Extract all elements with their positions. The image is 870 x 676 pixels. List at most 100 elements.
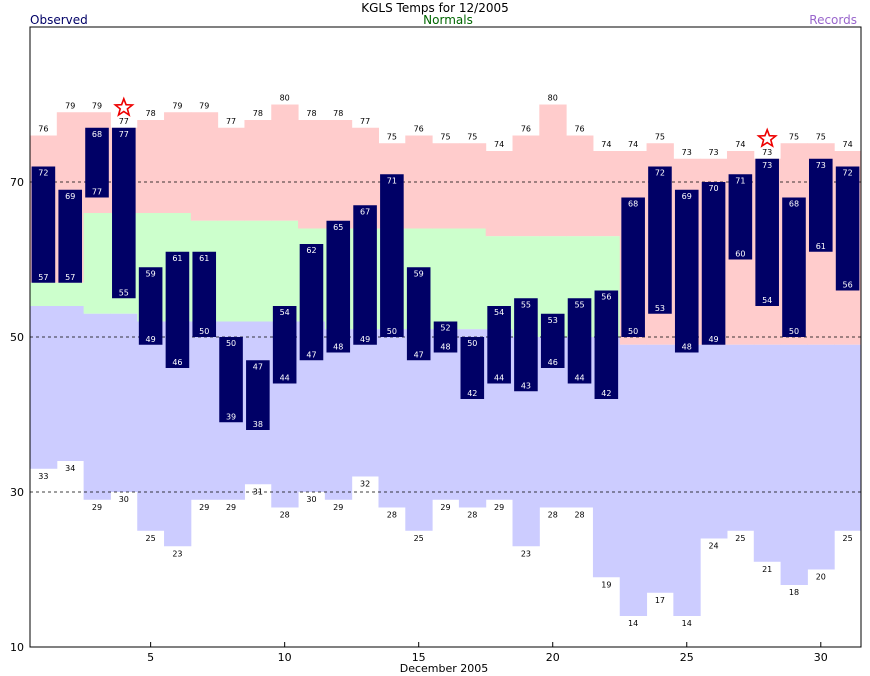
observed-high-label: 54 bbox=[280, 308, 290, 317]
observed-low-label: 48 bbox=[333, 343, 343, 352]
observed-low-label: 39 bbox=[226, 412, 236, 421]
y-tick-label: 10 bbox=[10, 641, 24, 654]
record-low-label: 25 bbox=[843, 534, 853, 543]
axes: 5 10 15 20 25 30 10 30 50 70 bbox=[10, 176, 828, 664]
chart-title: KGLS Temps for 12/2005 bbox=[361, 1, 509, 15]
observed-bar bbox=[85, 127, 109, 198]
observed-low-label: 46 bbox=[172, 358, 182, 367]
record-low-label: 28 bbox=[548, 511, 558, 520]
observed-low-label: 56 bbox=[843, 281, 853, 290]
observed-low-label: 48 bbox=[440, 343, 450, 352]
record-high-label: 77 bbox=[226, 117, 236, 126]
observed-low-label: 50 bbox=[199, 327, 209, 336]
record-low-band bbox=[673, 344, 701, 616]
record-low-label: 23 bbox=[521, 549, 531, 558]
record-high-label: 78 bbox=[146, 109, 156, 118]
record-high-label: 75 bbox=[387, 132, 397, 141]
record-high-band bbox=[432, 143, 460, 229]
x-tick-label: 25 bbox=[680, 651, 694, 664]
record-low-band bbox=[726, 344, 755, 531]
observed-low-label: 54 bbox=[762, 296, 772, 305]
observed-high-label: 52 bbox=[440, 324, 450, 333]
observed-low-label: 44 bbox=[280, 374, 290, 383]
record-low-label: 19 bbox=[601, 580, 611, 589]
record-low-band bbox=[110, 313, 138, 492]
normal-band bbox=[217, 220, 245, 322]
observed-high-label: 77 bbox=[119, 130, 129, 139]
observed-high-label: 69 bbox=[682, 192, 692, 201]
record-low-label: 29 bbox=[333, 503, 343, 512]
record-high-band bbox=[592, 151, 621, 237]
record-low-label: 28 bbox=[280, 511, 290, 520]
record-high-label: 75 bbox=[655, 132, 665, 141]
record-high-label: 75 bbox=[440, 132, 450, 141]
observed-low-label: 57 bbox=[65, 273, 75, 282]
observed-high-label: 68 bbox=[92, 130, 102, 139]
observed-high-label: 71 bbox=[735, 176, 745, 185]
observed-low-label: 48 bbox=[682, 343, 692, 352]
observed-bar bbox=[272, 306, 297, 384]
normal-band bbox=[30, 282, 58, 306]
observed-bar bbox=[246, 360, 270, 430]
record-high-label: 73 bbox=[682, 148, 692, 157]
record-high-label: 74 bbox=[601, 140, 611, 149]
observed-high-label: 53 bbox=[548, 316, 558, 325]
record-low-label: 32 bbox=[360, 480, 370, 489]
observed-low-label: 44 bbox=[494, 374, 504, 383]
record-low-band bbox=[432, 329, 460, 500]
observed-bar bbox=[406, 267, 431, 361]
record-low-label: 25 bbox=[146, 534, 156, 543]
y-tick-label: 30 bbox=[10, 486, 24, 499]
observed-low-label: 50 bbox=[628, 327, 638, 336]
record-high-band bbox=[566, 135, 594, 237]
record-high-label: 75 bbox=[816, 132, 826, 141]
observed-low-label: 49 bbox=[360, 335, 370, 344]
x-tick-label: 5 bbox=[147, 651, 154, 664]
observed-bar bbox=[540, 313, 565, 368]
observed-low-label: 77 bbox=[92, 188, 102, 197]
record-high-label: 77 bbox=[119, 117, 129, 126]
normal-band bbox=[432, 228, 460, 330]
record-high-label: 77 bbox=[360, 117, 370, 126]
normal-band bbox=[458, 228, 487, 330]
record-low-band bbox=[137, 321, 165, 531]
observed-low-label: 47 bbox=[306, 350, 316, 359]
record-low-band bbox=[83, 313, 111, 500]
record-high-label: 80 bbox=[548, 94, 558, 103]
record-low-label: 24 bbox=[708, 542, 718, 551]
record-low-label: 20 bbox=[816, 573, 826, 582]
observed-high-label: 69 bbox=[65, 192, 75, 201]
observed-high-label: 72 bbox=[38, 169, 48, 178]
record-low-label: 30 bbox=[119, 495, 129, 504]
record-high-label: 80 bbox=[280, 94, 290, 103]
observed-high-label: 59 bbox=[146, 269, 156, 278]
record-high-label: 74 bbox=[843, 140, 853, 149]
record-high-band bbox=[485, 151, 514, 237]
record-high-label: 75 bbox=[467, 132, 477, 141]
normal-band bbox=[244, 220, 272, 322]
observed-bar bbox=[621, 197, 645, 337]
observed-high-label: 55 bbox=[521, 300, 531, 309]
observed-high-label: 47 bbox=[253, 362, 263, 371]
observed-low-label: 42 bbox=[601, 389, 611, 398]
observed-low-label: 43 bbox=[521, 381, 531, 390]
record-high-label: 74 bbox=[628, 140, 638, 149]
record-low-label: 14 bbox=[682, 619, 692, 628]
record-high-band bbox=[164, 112, 192, 213]
observed-bar bbox=[594, 290, 619, 399]
record-low-band bbox=[619, 344, 648, 616]
record-low-band bbox=[753, 344, 782, 562]
plot-frame bbox=[29, 26, 862, 648]
record-low-band bbox=[324, 329, 353, 500]
observed-low-label: 50 bbox=[387, 327, 397, 336]
observed-high-label: 73 bbox=[762, 161, 772, 170]
x-axis-label: December 2005 bbox=[400, 662, 489, 675]
observed-low-label: 44 bbox=[574, 374, 584, 383]
record-low-label: 30 bbox=[306, 495, 316, 504]
observed-bar bbox=[433, 321, 458, 353]
observed-high-label: 72 bbox=[843, 169, 853, 178]
observed-bar bbox=[192, 251, 217, 337]
record-high-label: 75 bbox=[789, 132, 799, 141]
record-low-label: 29 bbox=[440, 503, 450, 512]
